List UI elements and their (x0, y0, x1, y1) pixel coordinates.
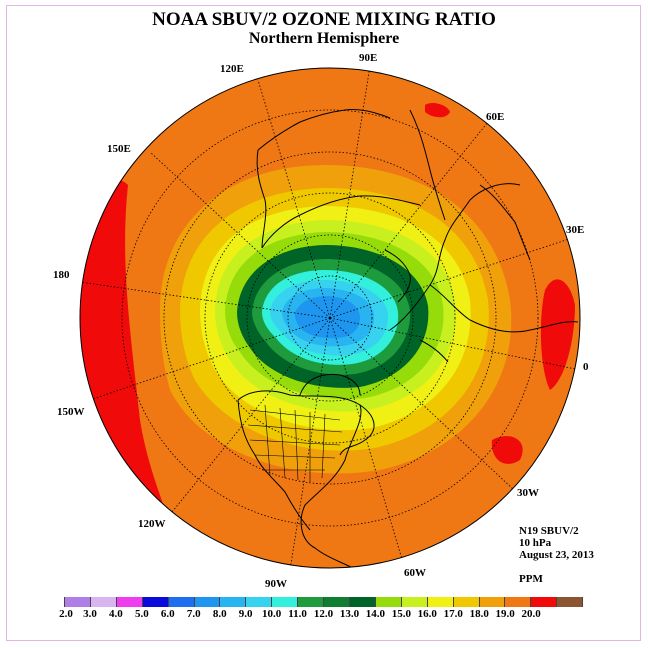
colorbar-box (401, 597, 428, 607)
colorbar-box (168, 597, 195, 607)
coast-central-asia (409, 109, 446, 221)
colorbar-box (90, 597, 117, 607)
colorbar-tick-label: 12.0 (313, 608, 334, 620)
date-label: August 23, 2013 (519, 549, 594, 561)
coastlines (237, 109, 579, 568)
coast-eurasia-west (389, 183, 521, 331)
level-label: 10 hPa (519, 537, 552, 549)
coast-north-america (237, 390, 371, 568)
colorbar-tick-label: 13.0 (339, 608, 360, 620)
red-patch-south (491, 436, 523, 464)
info-block: N19 SBUV/2 10 hPa August 23, 2013 (519, 525, 594, 561)
lon-label-0: 0 (583, 361, 589, 373)
lon-label-180: 180 (53, 269, 70, 281)
map-title: NOAA SBUV/2 OZONE MIXING RATIO (152, 9, 496, 30)
colorbar-labels: 2.0 3.0 4.0 5.0 6.0 7.0 8.0 9.0 10.0 11.0 12.0 13.0… (0, 608, 648, 622)
colorbar (64, 597, 584, 607)
colorbar-box (557, 597, 584, 607)
colorbar-box (453, 597, 480, 607)
lon-label-60w: 60W (404, 567, 426, 579)
band-6 (295, 296, 360, 339)
colorbar-box (427, 597, 454, 607)
us-states (247, 404, 343, 482)
colorbar-tick-label: 4.0 (109, 608, 123, 620)
map-boundary (79, 67, 581, 569)
lon-label-150e: 150E (107, 143, 131, 155)
colorbar-box (375, 597, 402, 607)
coast-svalbard (384, 249, 411, 303)
colorbar-tick-label: 2.0 (59, 608, 73, 620)
colorbar-tick-label: 15.0 (391, 608, 411, 620)
coast-arctic-canada (299, 373, 361, 396)
coast-hudson (339, 404, 375, 456)
lon-label-120e: 120E (220, 63, 244, 75)
colorbar-box (116, 597, 143, 607)
graticule (80, 68, 580, 568)
colorbar-tick-label: 10.0 (261, 608, 282, 620)
coast-middle-east (479, 184, 531, 261)
colorbar-box (298, 597, 325, 607)
instrument-label: N19 SBUV/2 (519, 525, 579, 537)
lon-label-60e: 60E (486, 111, 505, 123)
colorbar-box (142, 597, 169, 607)
colorbar-box (220, 597, 247, 607)
colorbar-box (349, 597, 376, 607)
colorbar-box (324, 597, 350, 607)
colorbar-box (272, 597, 299, 607)
colorbar-tick-label: 3.0 (83, 608, 97, 620)
colorbar-tick-label: 7.0 (186, 608, 201, 620)
colorbar-tick-label: 18.0 (469, 608, 489, 620)
colorbar-tick-label: 11.0 (288, 608, 307, 620)
lon-label-30e: 30E (566, 224, 585, 236)
colorbar-tick-label: 14.0 (365, 608, 386, 620)
coast-siberia (261, 195, 421, 249)
coast-pacific-asia (256, 149, 267, 249)
colorbar-box (246, 597, 273, 607)
lon-label-150w: 150W (57, 406, 85, 418)
colorbar-box (64, 597, 91, 607)
lon-label-30w: 30W (517, 487, 539, 499)
units-label: PPM (519, 573, 543, 585)
plot-frame (6, 5, 641, 641)
ozone-field (80, 68, 580, 568)
red-patch-atlantic (540, 279, 575, 390)
red-patch-asia (425, 102, 450, 118)
colorbar-tick-label: 16.0 (417, 608, 437, 620)
colorbar-box (479, 597, 506, 607)
lon-label-90w: 90W (265, 578, 287, 590)
colorbar-tick-label: 17.0 (443, 608, 463, 620)
colorbar-box (531, 597, 558, 607)
colorbar-box (505, 597, 532, 607)
coast-europe (429, 284, 579, 333)
coast-pacific-na (237, 399, 311, 531)
coast-iceland (419, 339, 449, 363)
colorbar-box (194, 597, 221, 607)
colorbar-tick-label: 20.0 (521, 608, 541, 620)
coast-east-asia (257, 109, 391, 151)
colorbar-tick-label: 6.0 (160, 608, 175, 620)
colorbar-tick-label: 9.0 (238, 608, 253, 620)
colorbar-tick-label: 19.0 (495, 608, 515, 620)
colorbar-tick-label: 8.0 (212, 608, 227, 620)
colorbar-tick-label: 5.0 (134, 608, 149, 620)
lon-label-120w: 120W (138, 518, 166, 530)
lon-label-90e: 90E (359, 52, 378, 64)
map-subtitle: Northern Hemisphere (248, 30, 400, 47)
